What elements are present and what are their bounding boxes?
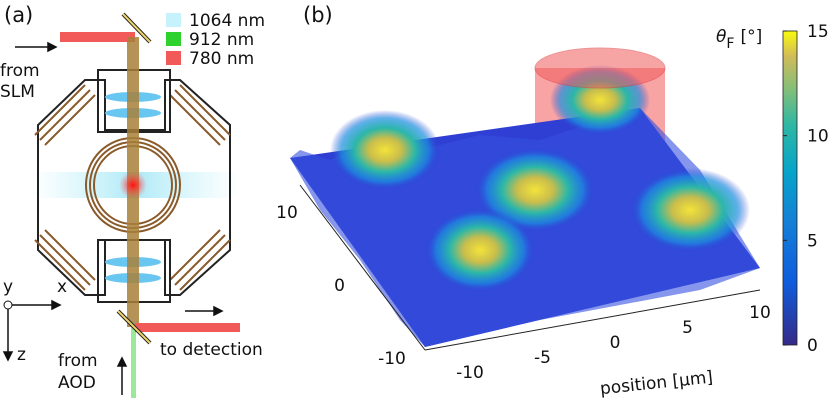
text: from — [58, 351, 98, 371]
axis-label: x — [57, 277, 67, 297]
chamber — [37, 79, 231, 296]
axis-title: position [μm] — [599, 367, 714, 398]
beam-780-out — [135, 323, 240, 332]
y-tick-label: 10 — [276, 203, 298, 223]
axis-label: y — [3, 277, 13, 297]
x-tick-label: 10 — [749, 303, 771, 323]
y-axis-symbol — [3, 300, 13, 310]
panel-label: (a) — [4, 3, 33, 27]
colorbar-tick-label: 5 — [807, 231, 818, 251]
colorbar-tick-label: 10 — [807, 127, 829, 147]
legend-swatch — [166, 32, 181, 46]
legend-swatch — [166, 51, 181, 65]
beam-912 — [131, 327, 136, 398]
beam-780-in — [60, 32, 135, 42]
symbol: θ — [716, 27, 727, 47]
arrows — [2, 41, 224, 395]
coils — [34, 84, 231, 291]
text: AOD — [58, 373, 96, 393]
x-tick-label: 5 — [682, 318, 693, 338]
text: from — [0, 61, 40, 81]
x-tick-label: -10 — [456, 363, 484, 383]
cylinder-top — [534, 47, 666, 89]
mirror — [117, 310, 151, 344]
axis-label: z — [17, 345, 26, 365]
legend-label: 780 nm — [189, 49, 254, 69]
text: to detection — [160, 340, 263, 360]
colorbar-label: θF [°] — [716, 27, 762, 52]
colorbar-tick-label: 0 — [807, 336, 818, 356]
mirror — [122, 13, 151, 43]
y-tick-label: 0 — [334, 276, 345, 296]
peaks — [330, 65, 750, 292]
y-tick-label: -10 — [378, 349, 406, 369]
axis-line — [299, 184, 426, 351]
legend-label: 912 nm — [189, 30, 254, 50]
axis-line — [424, 289, 761, 351]
x-tick-label: 0 — [610, 333, 621, 353]
atom-cloud — [119, 171, 147, 199]
text: SLM — [0, 82, 35, 102]
colorbar-tick-label: 15 — [807, 22, 829, 42]
unit: [°] — [740, 27, 762, 47]
x-tick-label: -5 — [534, 348, 551, 368]
legend-swatch — [166, 13, 181, 27]
legend-label: 1064 nm — [189, 11, 265, 31]
subscript: F — [726, 36, 734, 52]
colorbar — [782, 30, 798, 346]
panel-label: (b) — [303, 3, 333, 27]
